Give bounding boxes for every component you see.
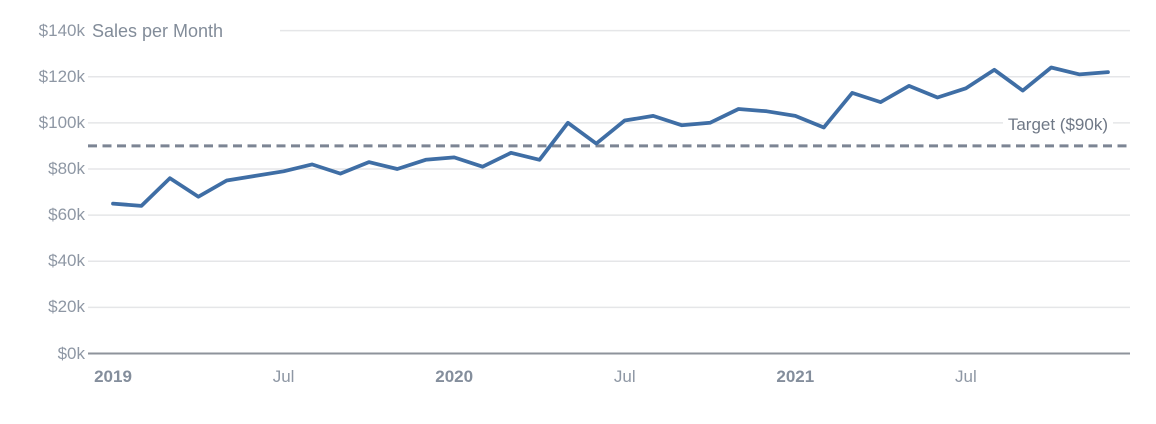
target-label: Target ($90k) bbox=[1002, 114, 1113, 135]
y-axis-label: $80k bbox=[48, 158, 85, 178]
y-axis-label: $0k bbox=[57, 343, 85, 363]
y-axis-label: $120k bbox=[38, 66, 85, 86]
x-axis-label: 2020 bbox=[435, 367, 474, 386]
y-axis-label: $20k bbox=[48, 297, 85, 317]
y-axis-label: $100k bbox=[38, 112, 85, 132]
x-axis-label: Jul bbox=[613, 367, 636, 386]
x-axis-label: Jul bbox=[955, 367, 977, 386]
x-axis-label: Jul bbox=[272, 367, 295, 386]
sales-series-line bbox=[111, 65, 1110, 208]
y-axis-label: $140k bbox=[38, 20, 85, 40]
y-axis-label: $60k bbox=[48, 205, 85, 225]
y-axis-label: $40k bbox=[48, 251, 85, 271]
x-axis-label: 2019 bbox=[94, 367, 132, 386]
chart-title: Sales per Month bbox=[92, 21, 224, 41]
x-axis-label: 2021 bbox=[776, 367, 815, 386]
